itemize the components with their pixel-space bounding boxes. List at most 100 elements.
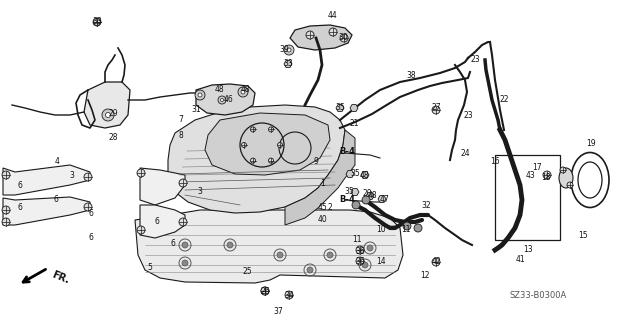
Text: 33: 33	[283, 60, 293, 69]
Text: 33: 33	[92, 18, 102, 26]
Text: 17: 17	[532, 162, 542, 172]
Text: 4: 4	[54, 158, 60, 167]
Circle shape	[221, 99, 223, 101]
Text: 19: 19	[586, 138, 596, 147]
Circle shape	[362, 196, 370, 204]
Text: 6: 6	[155, 218, 159, 226]
Circle shape	[137, 226, 145, 234]
Circle shape	[93, 18, 101, 26]
Polygon shape	[284, 61, 292, 67]
Text: 13: 13	[523, 244, 533, 254]
Circle shape	[287, 48, 291, 52]
Text: 21: 21	[349, 120, 359, 129]
Text: SZ33-B0300A: SZ33-B0300A	[510, 292, 567, 300]
Circle shape	[329, 28, 337, 36]
Circle shape	[306, 31, 314, 39]
Circle shape	[2, 171, 10, 179]
Polygon shape	[378, 196, 386, 203]
Circle shape	[340, 34, 348, 42]
Circle shape	[2, 218, 10, 226]
Circle shape	[179, 218, 187, 226]
Text: 35: 35	[344, 188, 354, 197]
Text: 47: 47	[379, 195, 389, 204]
Circle shape	[137, 169, 145, 177]
Polygon shape	[3, 197, 90, 225]
Text: 2: 2	[328, 203, 332, 211]
Circle shape	[195, 90, 205, 100]
Polygon shape	[346, 171, 354, 177]
Text: FR.: FR.	[50, 270, 70, 286]
Text: 11: 11	[352, 235, 362, 244]
Text: 6: 6	[88, 233, 93, 241]
Circle shape	[227, 242, 233, 248]
Text: 18: 18	[541, 174, 551, 182]
Polygon shape	[205, 113, 330, 175]
Text: B-4: B-4	[339, 195, 355, 204]
Text: 24: 24	[460, 149, 470, 158]
Circle shape	[327, 252, 333, 258]
Text: 48: 48	[240, 85, 250, 94]
Circle shape	[261, 287, 269, 295]
Text: 43: 43	[526, 172, 536, 181]
Text: 35: 35	[350, 169, 360, 179]
Circle shape	[414, 224, 422, 232]
Text: 8: 8	[179, 131, 184, 140]
Text: 15: 15	[578, 232, 588, 241]
Text: 27: 27	[431, 102, 441, 112]
Text: 42: 42	[431, 257, 441, 266]
Text: 23: 23	[470, 56, 480, 64]
Circle shape	[567, 182, 573, 188]
Text: 22: 22	[499, 95, 509, 105]
Circle shape	[261, 287, 269, 295]
Circle shape	[277, 252, 283, 258]
Text: 6: 6	[171, 240, 175, 249]
Text: 3: 3	[198, 188, 202, 197]
Text: 25: 25	[242, 268, 252, 277]
Text: 46: 46	[223, 94, 233, 103]
Circle shape	[182, 260, 188, 266]
Text: 28: 28	[108, 133, 118, 143]
Circle shape	[106, 113, 111, 117]
Text: 36: 36	[355, 247, 365, 256]
Text: B-4: B-4	[339, 146, 355, 155]
Polygon shape	[350, 105, 358, 111]
Circle shape	[269, 127, 273, 132]
Text: 16: 16	[490, 157, 500, 166]
Circle shape	[250, 127, 255, 132]
Circle shape	[102, 109, 114, 121]
Text: 11: 11	[401, 226, 411, 234]
Text: 30: 30	[338, 33, 348, 42]
Text: 9: 9	[314, 157, 319, 166]
Text: 12: 12	[420, 271, 429, 279]
Text: 40: 40	[317, 216, 327, 225]
Text: 41: 41	[515, 256, 525, 264]
Circle shape	[432, 258, 440, 266]
Text: 6: 6	[17, 182, 22, 190]
Circle shape	[241, 90, 245, 94]
Polygon shape	[135, 210, 403, 283]
Circle shape	[543, 171, 551, 179]
Text: 48: 48	[214, 85, 224, 94]
Circle shape	[285, 291, 293, 299]
Circle shape	[432, 106, 440, 114]
Text: 44: 44	[328, 11, 338, 20]
Text: 29: 29	[108, 108, 118, 117]
Circle shape	[352, 201, 360, 209]
Polygon shape	[351, 189, 359, 196]
Text: 14: 14	[376, 257, 386, 266]
Circle shape	[284, 45, 294, 55]
Circle shape	[367, 245, 373, 251]
Text: 39: 39	[279, 46, 289, 55]
Polygon shape	[366, 193, 374, 199]
Text: 5: 5	[148, 263, 152, 271]
Circle shape	[403, 222, 411, 230]
Circle shape	[269, 158, 273, 163]
Text: 32: 32	[421, 201, 431, 210]
Polygon shape	[168, 105, 345, 213]
Text: 31: 31	[191, 105, 201, 114]
Text: 48: 48	[367, 191, 377, 201]
Text: 6: 6	[88, 209, 93, 218]
Polygon shape	[3, 165, 90, 195]
Circle shape	[241, 143, 246, 147]
Circle shape	[182, 242, 188, 248]
